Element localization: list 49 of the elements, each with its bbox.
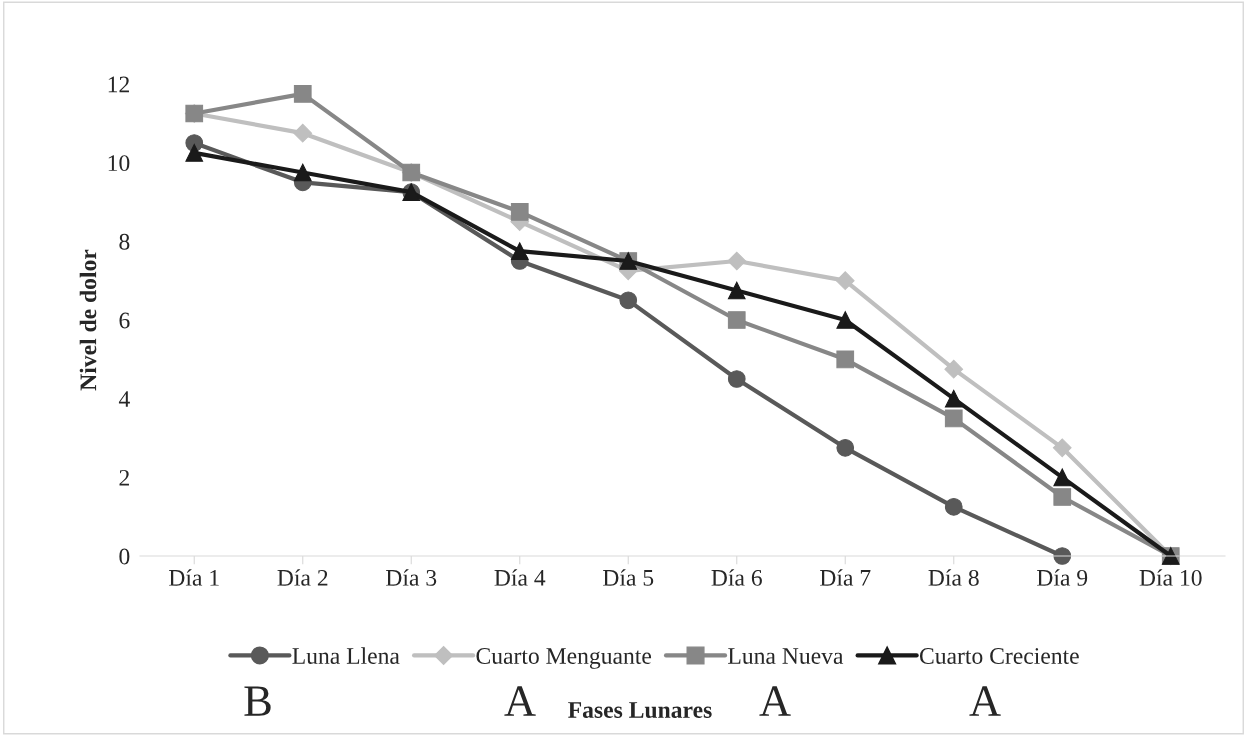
point <box>727 311 746 329</box>
point <box>944 389 963 408</box>
point <box>727 251 747 271</box>
point <box>619 291 638 310</box>
point <box>1053 488 1072 506</box>
y-axis-title: Nivel de dolor <box>79 249 97 391</box>
x-tick-label: Día 2 <box>277 569 328 586</box>
point <box>185 143 204 162</box>
point <box>1052 438 1072 458</box>
legend-label: Cuarto Menguante <box>476 648 652 669</box>
legend-label: Luna Nueva <box>728 648 844 664</box>
y-tick-label: 4 <box>118 391 130 407</box>
y-tick-label: 6 <box>119 312 130 329</box>
text: A <box>759 686 791 716</box>
x-tick-label: Día 4 <box>494 569 546 586</box>
y-tick-label: 10 <box>108 155 130 172</box>
y-tick-label: 2 <box>119 469 129 486</box>
x-tick-label: Día 7 <box>820 569 871 586</box>
x-axis-title: Fases Lunares <box>568 702 712 718</box>
y-tick-label: 8 <box>119 233 130 250</box>
text: B <box>244 686 271 716</box>
point <box>293 123 313 143</box>
point <box>510 202 529 221</box>
y-tick-label: 0 <box>119 548 130 565</box>
point <box>510 242 529 261</box>
y-tick-label: 12 <box>108 76 129 93</box>
x-tick-label: Día 10 <box>1139 569 1202 586</box>
text: A <box>504 686 536 716</box>
point <box>293 163 312 182</box>
x-tick-label: Día 6 <box>711 569 762 586</box>
point <box>727 281 746 300</box>
x-tick-label: Día 8 <box>928 569 979 586</box>
point <box>836 438 855 457</box>
text: A <box>969 686 1001 716</box>
point <box>944 359 964 379</box>
point <box>944 409 963 428</box>
legend-label: Luna Llena <box>292 647 400 664</box>
legend-label: Cuarto Creciente <box>919 648 1079 664</box>
x-tick-label: Día 9 <box>1037 569 1088 586</box>
x-tick-label: Día 5 <box>603 569 654 586</box>
point <box>836 311 855 329</box>
point <box>836 350 855 369</box>
point <box>835 271 855 291</box>
x-tick-label: Día 3 <box>386 569 437 586</box>
x-tick-label: Día 1 <box>169 569 219 586</box>
point <box>293 84 312 103</box>
point <box>727 370 746 388</box>
point <box>944 497 963 516</box>
point <box>1053 468 1072 487</box>
